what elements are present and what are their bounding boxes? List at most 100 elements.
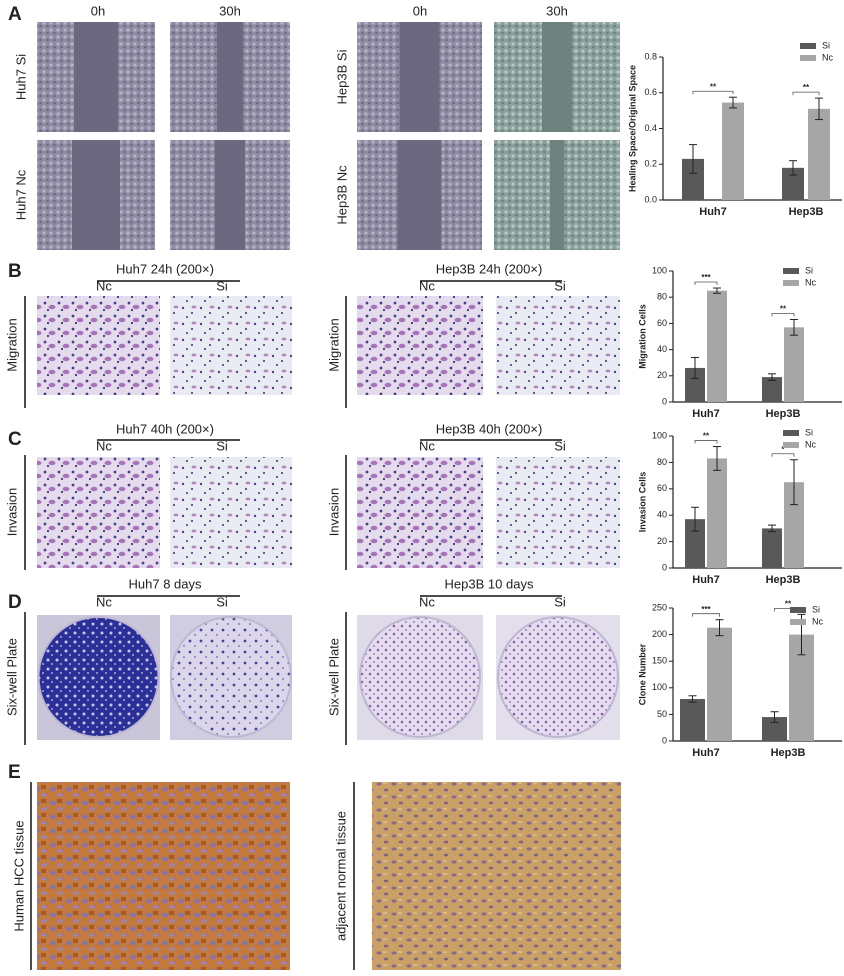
y-tick-label: 40 — [657, 510, 667, 520]
transwell-image — [170, 296, 292, 395]
legend-swatch — [783, 280, 799, 286]
scratch-image — [37, 22, 155, 132]
row-label: Huh7 Si — [13, 54, 28, 100]
y-tick-label: 100 — [652, 265, 667, 275]
x-tick-label: Huh7 — [699, 206, 727, 218]
wound-gap — [542, 22, 572, 132]
transwell-image — [37, 457, 160, 568]
x-tick-label: Hep3B — [789, 206, 824, 218]
plate-well — [37, 616, 160, 738]
legend-label: Nc — [812, 616, 823, 626]
scratch-image — [494, 140, 620, 250]
y-tick-label: 50 — [657, 709, 667, 719]
significance-bracket — [771, 313, 795, 317]
plate-well — [497, 616, 619, 738]
column-label: Nc — [419, 278, 435, 293]
y-tick-label: 60 — [657, 318, 667, 328]
column-label: 30h — [219, 3, 241, 18]
transwell-image — [496, 296, 620, 395]
column-label: 0h — [91, 3, 105, 18]
bar — [685, 519, 705, 568]
error-bar — [768, 373, 776, 381]
bar — [762, 717, 787, 741]
column-label: Nc — [96, 278, 112, 293]
panel-label: A — [8, 4, 22, 25]
group-title: Hep3B 10 days — [445, 576, 534, 591]
y-tick-label: 200 — [652, 629, 667, 639]
significance-bracket — [692, 613, 720, 617]
scratch-image — [170, 140, 290, 250]
x-tick-label: Hep3B — [766, 574, 801, 586]
bar — [682, 158, 704, 200]
y-tick-label: 0 — [662, 396, 667, 406]
wound-gap — [217, 22, 243, 132]
x-tick-label: Hep3B — [766, 408, 801, 420]
plate-well — [170, 616, 292, 738]
row-label: Huh7 Nc — [13, 169, 28, 220]
column-label: Si — [216, 438, 228, 453]
wound-gap — [74, 22, 118, 132]
legend-swatch — [790, 607, 806, 613]
row-label: Six-well Plate — [4, 638, 19, 716]
bar — [707, 627, 732, 741]
significance-bracket — [694, 281, 718, 286]
y-tick-label: 0 — [662, 562, 667, 572]
column-label: Nc — [96, 594, 112, 609]
error-bar — [770, 711, 779, 723]
group-title: Hep3B 24h (200×) — [436, 261, 543, 276]
significance-bracket — [692, 90, 734, 95]
y-tick-label: 20 — [657, 536, 667, 546]
significance-label: *** — [701, 605, 711, 614]
legend-swatch — [790, 619, 806, 625]
row-label: Hep3B Si — [334, 49, 349, 104]
error-bar — [768, 524, 776, 533]
y-tick-label: 100 — [652, 430, 667, 440]
y-tick-label: 150 — [652, 656, 667, 666]
tissue-image — [37, 782, 290, 970]
panel-label: E — [8, 762, 21, 783]
y-axis-label: Migration Cells — [637, 304, 647, 369]
panel-label: C — [8, 429, 22, 450]
bar — [707, 458, 727, 568]
scratch-image — [37, 140, 155, 250]
y-tick-label: 0.4 — [644, 123, 657, 133]
legend-swatch — [783, 442, 799, 448]
scratch-image — [357, 22, 482, 132]
legend-label: Nc — [822, 52, 833, 62]
column-label: Si — [216, 278, 228, 293]
error-bar — [790, 459, 798, 506]
y-tick-label: 80 — [657, 457, 667, 467]
legend-label: Si — [805, 427, 813, 437]
legend-label: Si — [812, 604, 820, 614]
group-title: Hep3B 40h (200×) — [436, 421, 543, 436]
significance-label: ** — [780, 305, 787, 314]
legend-swatch — [783, 268, 799, 274]
column-label: Si — [554, 278, 566, 293]
error-bar — [713, 446, 721, 471]
significance-label: ** — [710, 82, 717, 91]
group-title: Huh7 24h (200×) — [116, 261, 214, 276]
y-tick-label: 80 — [657, 292, 667, 302]
wound-gap — [72, 140, 120, 250]
column-label: Nc — [96, 438, 112, 453]
error-bar — [729, 96, 737, 109]
wound-gap — [215, 140, 245, 250]
significance-label: ** — [803, 83, 810, 92]
transwell-image — [357, 457, 483, 568]
column-label: 0h — [413, 3, 427, 18]
x-tick-label: Huh7 — [692, 408, 720, 420]
scratch-image — [357, 140, 482, 250]
bar — [722, 102, 744, 200]
row-label: Invasion — [326, 488, 341, 536]
column-label: Nc — [419, 594, 435, 609]
bar — [784, 327, 804, 402]
error-bar — [713, 287, 721, 294]
y-tick-label: 20 — [657, 370, 667, 380]
row-label: Human HCC tissue — [11, 820, 26, 931]
column-label: Si — [554, 594, 566, 609]
legend-label: Si — [805, 265, 813, 275]
column-label: Nc — [419, 438, 435, 453]
significance-bracket — [771, 453, 795, 457]
plate-well — [359, 616, 481, 738]
y-tick-label: 0.0 — [644, 194, 657, 204]
